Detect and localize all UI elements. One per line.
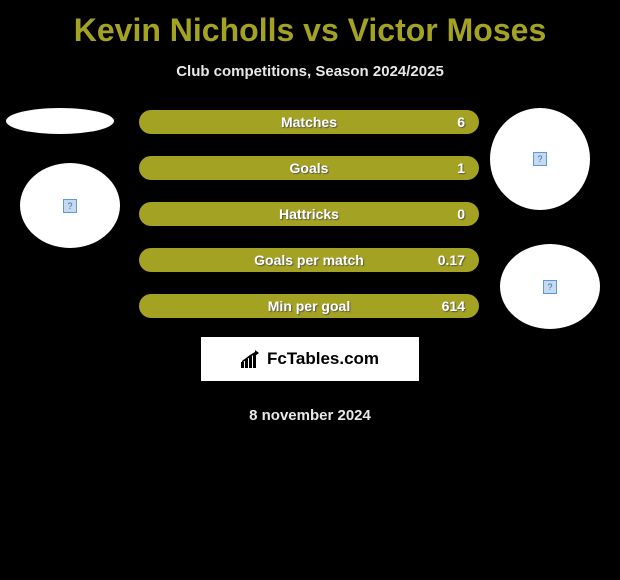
date-text: 8 november 2024: [0, 407, 620, 424]
stat-bars-container: Matches 6 Goals 1 Hattricks 0 Goals per …: [139, 110, 479, 340]
stat-bar-goals: Goals 1: [139, 156, 479, 180]
logo-label: FcTables.com: [267, 349, 379, 369]
stat-bar-matches: Matches 6: [139, 110, 479, 134]
stat-label: Hattricks: [279, 206, 339, 222]
stat-value: 1: [457, 160, 465, 176]
placeholder-icon: [63, 199, 77, 213]
stat-label: Goals: [290, 160, 329, 176]
stat-value: 0.17: [438, 252, 465, 268]
season-subtitle: Club competitions, Season 2024/2025: [0, 63, 620, 80]
stat-bar-hattricks: Hattricks 0: [139, 202, 479, 226]
stat-bar-min-per-goal: Min per goal 614: [139, 294, 479, 318]
stat-label: Goals per match: [254, 252, 364, 268]
player-circle-top-right: [490, 108, 590, 210]
player-circle-bottom-right: [500, 244, 600, 329]
chart-icon: [241, 350, 263, 368]
player-circle-mid-left: [20, 163, 120, 248]
placeholder-icon: [533, 152, 547, 166]
logo-text: FcTables.com: [241, 349, 379, 369]
stat-label: Matches: [281, 114, 337, 130]
comparison-title: Kevin Nicholls vs Victor Moses: [0, 0, 620, 49]
stat-value: 0: [457, 206, 465, 222]
placeholder-icon: [543, 280, 557, 294]
stat-value: 6: [457, 114, 465, 130]
fctables-logo: FcTables.com: [201, 337, 419, 381]
player-circle-top-left: [6, 108, 114, 134]
stat-value: 614: [442, 298, 465, 314]
stat-bar-goals-per-match: Goals per match 0.17: [139, 248, 479, 272]
stat-label: Min per goal: [268, 298, 350, 314]
